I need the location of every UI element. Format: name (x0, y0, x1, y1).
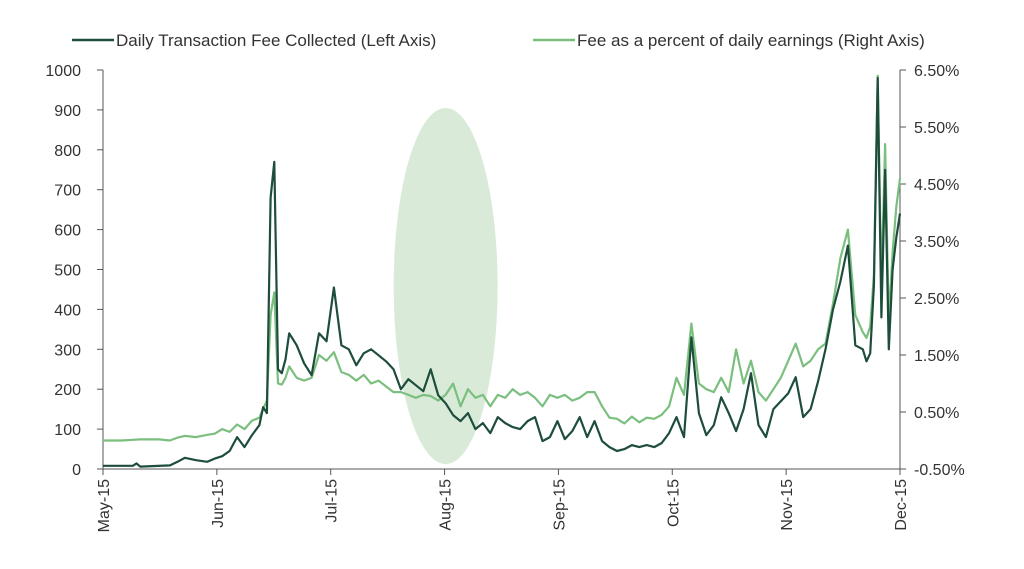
left-tick-label: 400 (54, 302, 81, 319)
x-tick-label: Aug-15 (438, 479, 455, 531)
highlight-layer (393, 108, 498, 464)
x-tick-label: Oct-15 (665, 479, 682, 527)
fee-collected-line (103, 76, 902, 468)
left-tick-label: 1000 (45, 63, 81, 80)
fee-percent-line (103, 74, 902, 442)
legend-label-fee-percent: Fee as a percent of daily earnings (Righ… (577, 31, 925, 50)
highlight-ellipse (393, 108, 498, 464)
left-tick-label: 800 (54, 143, 81, 160)
x-tick-label: Sep-15 (551, 479, 568, 531)
x-tick-label: Dec-15 (893, 479, 910, 531)
left-tick-label: 600 (54, 223, 81, 240)
x-tick-label: Jul-15 (324, 479, 341, 523)
right-tick-label: 6.50% (914, 63, 959, 80)
legend-label-fee-collected: Daily Transaction Fee Collected (Left Ax… (116, 31, 436, 50)
x-tick-label: Nov-15 (779, 479, 796, 531)
left-tick-label: 500 (54, 263, 81, 280)
right-tick-label: 0.50% (914, 405, 959, 422)
left-tick-label: 300 (54, 342, 81, 359)
x-tick-label: May-15 (96, 479, 113, 532)
left-tick-label: 200 (54, 382, 81, 399)
left-tick-label: 0 (72, 462, 81, 479)
right-tick-label: 2.50% (914, 291, 959, 308)
axes: 0 100 200 300 400 500 600 700 800 900 1000 -0.50% 0.… (45, 63, 964, 532)
right-tick-label: -0.50% (914, 462, 965, 479)
legend: Daily Transaction Fee Collected (Left Ax… (72, 31, 925, 50)
right-tick-label: 1.50% (914, 348, 959, 365)
x-tick-label: Jun-15 (210, 479, 227, 528)
left-tick-label: 700 (54, 183, 81, 200)
right-tick-label: 3.50% (914, 234, 959, 251)
series-layer (103, 74, 902, 468)
left-tick-label: 900 (54, 103, 81, 120)
left-tick-label: 100 (54, 422, 81, 439)
right-tick-label: 4.50% (914, 177, 959, 194)
right-tick-label: 5.50% (914, 120, 959, 137)
